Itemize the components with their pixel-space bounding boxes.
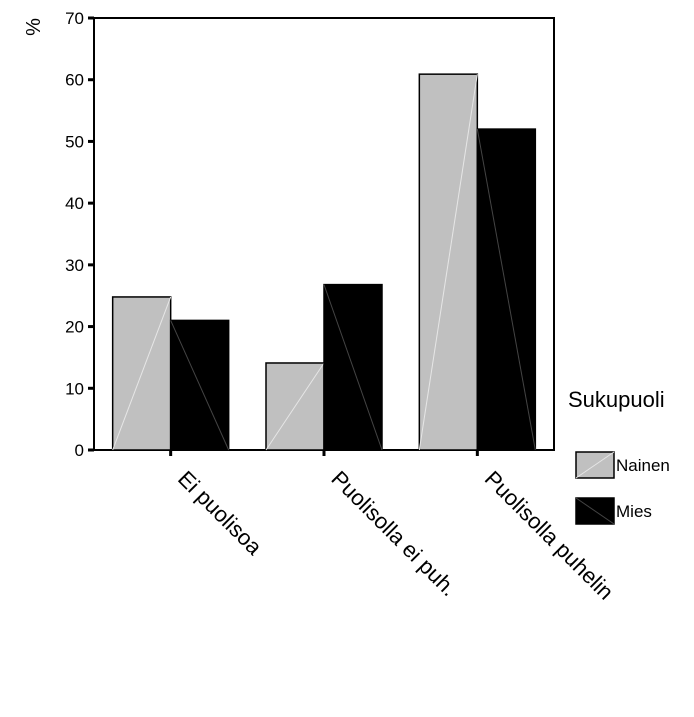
bar-nainen-2 bbox=[265, 362, 325, 451]
x-tick-label: Puolisolla ei puh. bbox=[326, 466, 461, 601]
y-tick-label: 0 bbox=[75, 441, 84, 460]
bar-mies-3 bbox=[476, 128, 537, 451]
bar-mies-2 bbox=[323, 283, 383, 451]
x-tick-label: Ei puolisoa bbox=[173, 466, 267, 560]
bar-nainen-3 bbox=[418, 73, 479, 451]
y-tick-label: 60 bbox=[65, 71, 84, 90]
y-tick-label: 20 bbox=[65, 318, 84, 337]
legend-title: Sukupuoli bbox=[568, 387, 665, 412]
x-axis: Ei puolisoa Puolisolla ei puh. Puolisolla … bbox=[169, 450, 619, 605]
bar-mies-1 bbox=[169, 319, 230, 451]
y-tick-label: 40 bbox=[65, 194, 84, 213]
legend-swatch-nainen bbox=[575, 451, 615, 479]
legend-label-nainen: Nainen bbox=[616, 456, 670, 475]
legend-swatch-mies bbox=[575, 497, 615, 525]
y-axis: 0 10 20 30 40 50 60 70 bbox=[65, 9, 94, 460]
y-tick-label: 50 bbox=[65, 132, 84, 151]
x-tick-label: Puolisolla puhelin bbox=[480, 466, 619, 605]
y-axis-label: % bbox=[23, 18, 45, 36]
legend: Sukupuoli Nainen Mies bbox=[568, 387, 670, 525]
y-tick-label: 70 bbox=[65, 9, 84, 28]
legend-label-mies: Mies bbox=[616, 502, 652, 521]
plot-area bbox=[93, 17, 555, 451]
y-tick-label: 30 bbox=[65, 256, 84, 275]
bar-nainen-1 bbox=[111, 296, 172, 451]
y-tick-label: 10 bbox=[65, 379, 84, 398]
